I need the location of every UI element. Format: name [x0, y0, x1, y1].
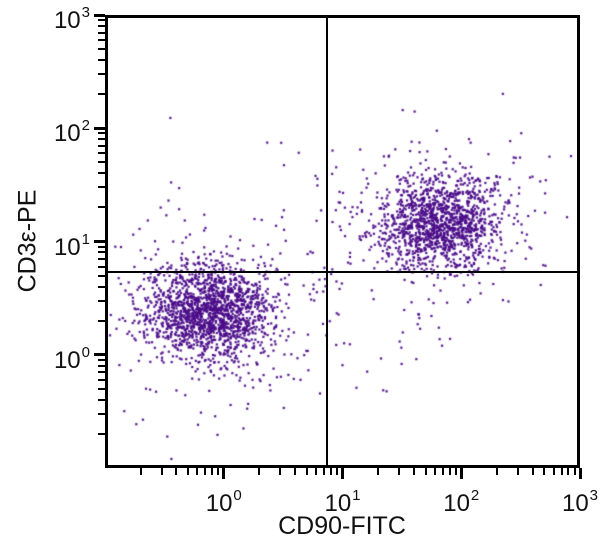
quadrant-gate-vertical-line	[325, 18, 328, 465]
x-minor-tick	[258, 468, 261, 475]
y-minor-tick	[98, 319, 105, 322]
y-minor-tick	[98, 432, 105, 435]
y-minor-tick	[98, 144, 105, 147]
y-major-tick	[94, 13, 105, 17]
y-minor-tick	[98, 364, 105, 367]
x-minor-tick	[441, 468, 444, 475]
x-tick-label: 100	[205, 487, 242, 517]
y-minor-tick	[98, 132, 105, 135]
x-major-tick	[222, 468, 226, 479]
x-minor-tick	[433, 468, 436, 475]
x-minor-tick	[552, 468, 555, 475]
x-minor-tick	[196, 468, 199, 475]
x-minor-tick	[305, 468, 308, 475]
y-tick-label: 100	[53, 343, 90, 374]
x-minor-tick	[560, 468, 563, 475]
y-minor-tick	[98, 161, 105, 164]
x-major-tick	[341, 468, 344, 479]
y-major-tick	[94, 353, 105, 357]
y-minor-tick	[98, 93, 105, 96]
y-minor-tick	[98, 59, 105, 62]
x-minor-tick	[187, 468, 189, 475]
x-minor-tick	[573, 468, 576, 475]
y-minor-tick	[98, 258, 105, 261]
x-minor-tick	[531, 468, 534, 475]
x-minor-tick	[516, 468, 519, 475]
y-minor-tick	[98, 48, 105, 51]
x-minor-tick	[329, 468, 332, 475]
x-minor-tick	[204, 468, 207, 475]
x-axis-title: CD90-FITC	[278, 512, 406, 540]
quadrant-gate-horizontal-line	[108, 270, 577, 273]
y-minor-tick	[98, 172, 105, 175]
x-tick-label: 103	[561, 487, 599, 517]
x-minor-tick	[398, 468, 401, 475]
x-minor-tick	[315, 468, 318, 475]
x-minor-tick	[567, 468, 570, 475]
x-tick-label: 101	[324, 487, 361, 517]
plot-frame	[105, 15, 580, 468]
y-major-tick	[94, 240, 105, 243]
x-minor-tick	[495, 468, 498, 475]
y-minor-tick	[98, 285, 105, 288]
x-minor-tick	[160, 468, 163, 475]
y-minor-tick	[98, 358, 105, 361]
x-minor-tick	[424, 468, 427, 475]
y-minor-tick	[98, 265, 105, 268]
y-minor-tick	[98, 31, 105, 34]
y-minor-tick	[98, 24, 105, 27]
x-minor-tick	[217, 468, 220, 475]
y-minor-tick	[98, 412, 105, 415]
x-minor-tick	[412, 468, 415, 475]
y-minor-tick	[98, 274, 105, 277]
y-minor-tick	[98, 39, 105, 42]
y-minor-tick	[98, 299, 105, 302]
y-minor-tick	[98, 387, 105, 390]
y-tick-label: 102	[53, 117, 90, 148]
x-minor-tick	[323, 468, 326, 475]
x-minor-tick	[279, 468, 282, 475]
y-minor-tick	[98, 245, 105, 248]
x-tick-label: 102	[443, 487, 480, 517]
x-minor-tick	[211, 468, 214, 475]
y-minor-tick	[98, 378, 105, 381]
x-minor-tick	[139, 468, 142, 475]
y-minor-tick	[98, 186, 105, 189]
y-minor-tick	[98, 73, 105, 76]
x-minor-tick	[377, 468, 380, 475]
x-minor-tick	[543, 468, 546, 475]
x-major-tick	[459, 468, 463, 479]
y-tick-label: 103	[53, 4, 90, 34]
y-tick-label: 101	[53, 230, 90, 261]
x-minor-tick	[336, 468, 339, 475]
y-minor-tick	[98, 138, 105, 141]
y-minor-tick	[98, 371, 105, 374]
y-major-tick	[94, 126, 105, 130]
x-minor-tick	[175, 468, 178, 475]
scatter-dots-canvas	[108, 18, 579, 467]
x-minor-tick	[294, 468, 297, 475]
y-minor-tick	[98, 19, 105, 22]
y-minor-tick	[98, 398, 105, 401]
y-minor-tick	[98, 152, 105, 155]
x-minor-tick	[454, 468, 457, 475]
x-major-tick	[578, 468, 582, 479]
x-minor-tick	[448, 468, 451, 475]
y-minor-tick	[98, 206, 105, 209]
y-minor-tick	[98, 251, 105, 254]
